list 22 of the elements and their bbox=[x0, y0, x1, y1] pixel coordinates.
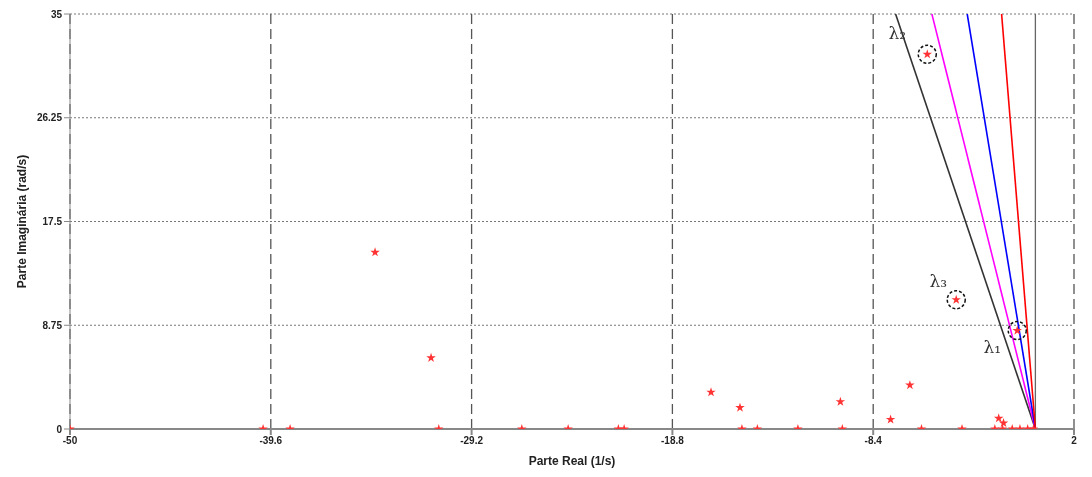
x-tick-label: -29.2 bbox=[460, 435, 484, 447]
point bbox=[885, 414, 896, 424]
x-tick-label: 2 bbox=[1071, 435, 1078, 447]
y-axis-title: Parte Imaginária (rad/s) bbox=[15, 154, 30, 289]
point bbox=[706, 387, 716, 397]
x-tick-label: -39.6 bbox=[259, 435, 283, 447]
y-tick-label: 8.75 bbox=[42, 319, 63, 331]
x-axis-title: Parte Real (1/s) bbox=[528, 454, 616, 468]
point bbox=[370, 247, 380, 257]
y-tick-label: 0 bbox=[56, 423, 63, 435]
x-tick-label: -50 bbox=[62, 435, 78, 447]
point bbox=[993, 413, 1004, 423]
annotation: λ₃ bbox=[929, 271, 948, 292]
y-tick-label: 35 bbox=[50, 8, 63, 20]
y-tick-label: 26.25 bbox=[36, 112, 63, 124]
x-tick-label: -18.8 bbox=[661, 435, 685, 447]
x-tick-label: -8.4 bbox=[864, 435, 883, 447]
point bbox=[426, 352, 436, 362]
point bbox=[735, 402, 745, 412]
annotation: λ₁ bbox=[983, 337, 1002, 358]
y-tick-label: 17.5 bbox=[42, 216, 63, 228]
point bbox=[835, 396, 846, 406]
